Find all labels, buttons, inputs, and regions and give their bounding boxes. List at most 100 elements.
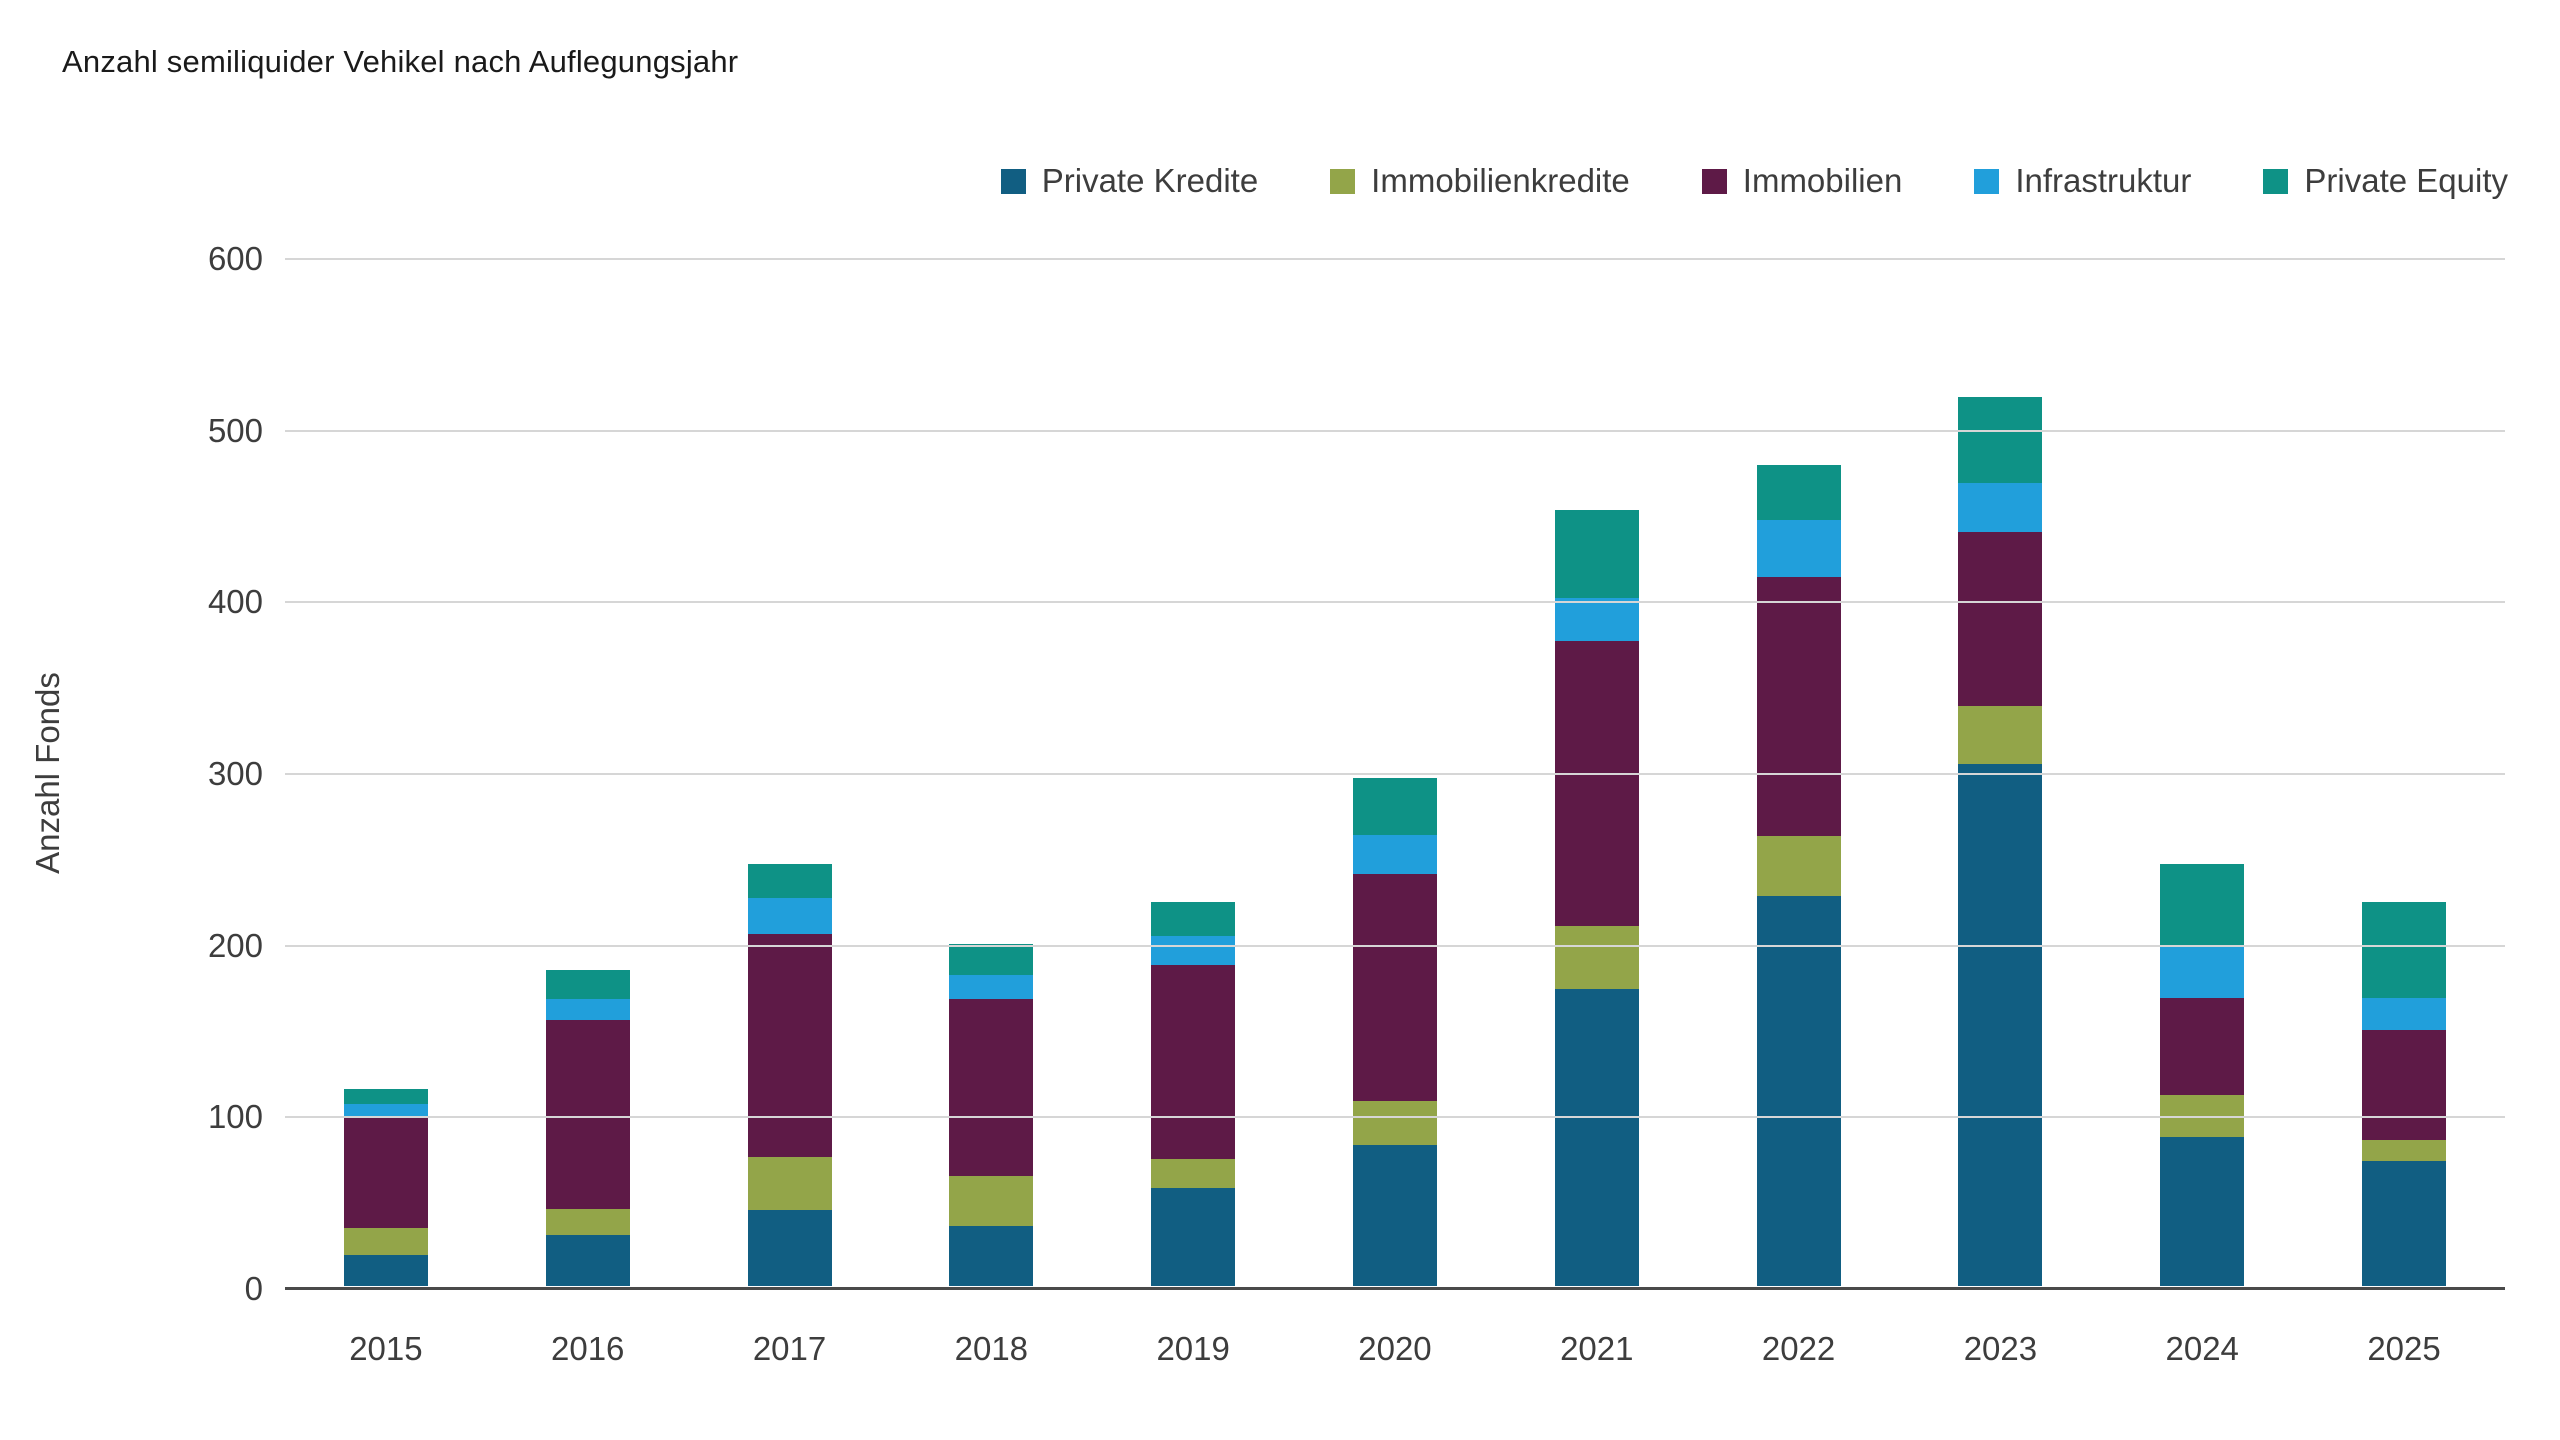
gridline bbox=[285, 429, 2505, 432]
bar-segment bbox=[545, 1019, 630, 1209]
legend-label: Immobilien bbox=[1742, 162, 1903, 199]
legend-item: Immobilien bbox=[1701, 162, 1903, 200]
bar-segment bbox=[747, 898, 832, 935]
legend-swatch bbox=[1701, 168, 1727, 194]
bar-segment bbox=[1352, 874, 1437, 1101]
bar-segment bbox=[949, 999, 1034, 1177]
y-tick-label: 200 bbox=[207, 926, 263, 964]
legend-item: Infrastruktur bbox=[1974, 162, 2191, 200]
bar-segment bbox=[2362, 997, 2447, 1031]
gridline bbox=[285, 258, 2505, 260]
x-tick-label: 2020 bbox=[1358, 1330, 1432, 1367]
plot-area: 0 100 200 300 400 500 600 bbox=[208, 240, 2505, 1307]
bar-segment bbox=[343, 1104, 428, 1118]
legend-item: Private Equity bbox=[2263, 162, 2508, 200]
bars-container bbox=[285, 258, 2505, 1288]
bar-segment bbox=[2160, 997, 2245, 1096]
bar-segment bbox=[2362, 1030, 2447, 1141]
x-tick-label: 2015 bbox=[349, 1330, 423, 1367]
bar-segment bbox=[2160, 1095, 2245, 1137]
bar-column-2016 bbox=[545, 970, 630, 1286]
gridline bbox=[285, 601, 2505, 604]
bar-segment bbox=[2160, 946, 2245, 998]
bar-segment bbox=[949, 1225, 1034, 1286]
legend-swatch bbox=[1000, 168, 1026, 194]
legend-label: Immobilienkredite bbox=[1371, 162, 1630, 199]
bar-segment bbox=[2362, 1140, 2447, 1161]
bar-segment bbox=[2160, 863, 2245, 947]
bar-segment bbox=[1151, 935, 1236, 966]
legend: Private Kredite Immobilienkredite Immobili… bbox=[1000, 162, 2508, 200]
bar-segment bbox=[1958, 396, 2043, 483]
bar-segment bbox=[1151, 1188, 1236, 1286]
bar-column-2021 bbox=[1554, 510, 1639, 1286]
x-tick-label: 2019 bbox=[1156, 1330, 1230, 1367]
bar-segment bbox=[1958, 482, 2043, 533]
y-axis-label: Anzahl Fonds bbox=[29, 672, 66, 874]
bar-segment bbox=[747, 1157, 832, 1211]
bar-segment bbox=[343, 1227, 428, 1256]
legend-label: Private Kredite bbox=[1041, 162, 1259, 199]
gridline bbox=[285, 773, 2505, 775]
y-tick-label: 300 bbox=[207, 755, 263, 792]
bar-segment bbox=[1554, 597, 1639, 641]
bar-segment bbox=[1958, 532, 2043, 706]
chart-title: Anzahl semiliquider Vehikel nach Auflegu… bbox=[62, 44, 739, 79]
legend-item: Immobilienkredite bbox=[1330, 162, 1630, 200]
bar-segment bbox=[1352, 834, 1437, 875]
bar-segment bbox=[747, 934, 832, 1158]
bar-column-2018 bbox=[949, 944, 1034, 1286]
bar-column-2023 bbox=[1958, 396, 2043, 1286]
legend-label: Infrastruktur bbox=[2015, 162, 2192, 199]
legend-swatch bbox=[1330, 168, 1356, 194]
legend-swatch bbox=[2263, 168, 2289, 194]
legend-swatch bbox=[1974, 168, 2000, 194]
bar-column-2022 bbox=[1756, 465, 1841, 1286]
bar-column-2019 bbox=[1151, 901, 1236, 1286]
bar-segment bbox=[343, 1255, 428, 1286]
x-tick-label: 2017 bbox=[752, 1330, 827, 1367]
y-tick-label: 0 bbox=[244, 1270, 263, 1307]
x-tick-label: 2021 bbox=[1560, 1330, 1634, 1367]
x-tick-label: 2018 bbox=[954, 1330, 1029, 1367]
bar-segment bbox=[1756, 465, 1841, 521]
bar-column-2020 bbox=[1352, 777, 1437, 1286]
bar-segment bbox=[1958, 705, 2043, 765]
x-tick-label: 2024 bbox=[2165, 1330, 2239, 1367]
bar-segment bbox=[949, 975, 1034, 1000]
bar-segment bbox=[1554, 989, 1639, 1286]
x-tick-label: 2023 bbox=[1963, 1330, 2038, 1367]
bar-segment bbox=[1756, 520, 1841, 578]
bar-segment bbox=[747, 863, 832, 899]
bar-segment bbox=[1151, 1158, 1236, 1189]
bar-column-2017 bbox=[747, 863, 832, 1286]
bar-segment bbox=[1554, 640, 1639, 926]
y-tick-label: 500 bbox=[207, 411, 263, 449]
bar-segment bbox=[343, 1117, 428, 1228]
bar-segment bbox=[545, 999, 630, 1020]
bar-segment bbox=[343, 1088, 428, 1105]
bar-segment bbox=[1554, 925, 1639, 990]
bar-segment bbox=[949, 1176, 1034, 1226]
x-axis-line bbox=[285, 1287, 2505, 1290]
bar-column-2024 bbox=[2160, 863, 2245, 1286]
x-tick-label: 2016 bbox=[551, 1330, 625, 1367]
gridline bbox=[285, 1116, 2505, 1119]
y-tick-label: 400 bbox=[207, 583, 263, 621]
bar-segment bbox=[1352, 777, 1437, 835]
gridline bbox=[285, 944, 2505, 947]
y-tick-label: 600 bbox=[207, 240, 263, 277]
bar-segment bbox=[1554, 510, 1639, 598]
legend-label: Private Equity bbox=[2304, 162, 2508, 199]
bar-segment bbox=[2362, 901, 2447, 998]
bar-segment bbox=[1352, 1145, 1437, 1286]
legend-item: Private Kredite bbox=[1000, 162, 1259, 200]
bar-segment bbox=[545, 1234, 630, 1286]
bar-segment bbox=[747, 1210, 832, 1286]
bar-segment bbox=[1352, 1100, 1437, 1146]
bar-segment bbox=[1756, 836, 1841, 897]
y-tick-label: 100 bbox=[207, 1098, 263, 1136]
x-axis-labels: 2015 2016 2017 2018 2019 2020 2021 2022 2023 2024… bbox=[285, 1330, 2505, 1368]
bar-segment bbox=[1151, 965, 1236, 1159]
bar-segment bbox=[949, 944, 1034, 976]
